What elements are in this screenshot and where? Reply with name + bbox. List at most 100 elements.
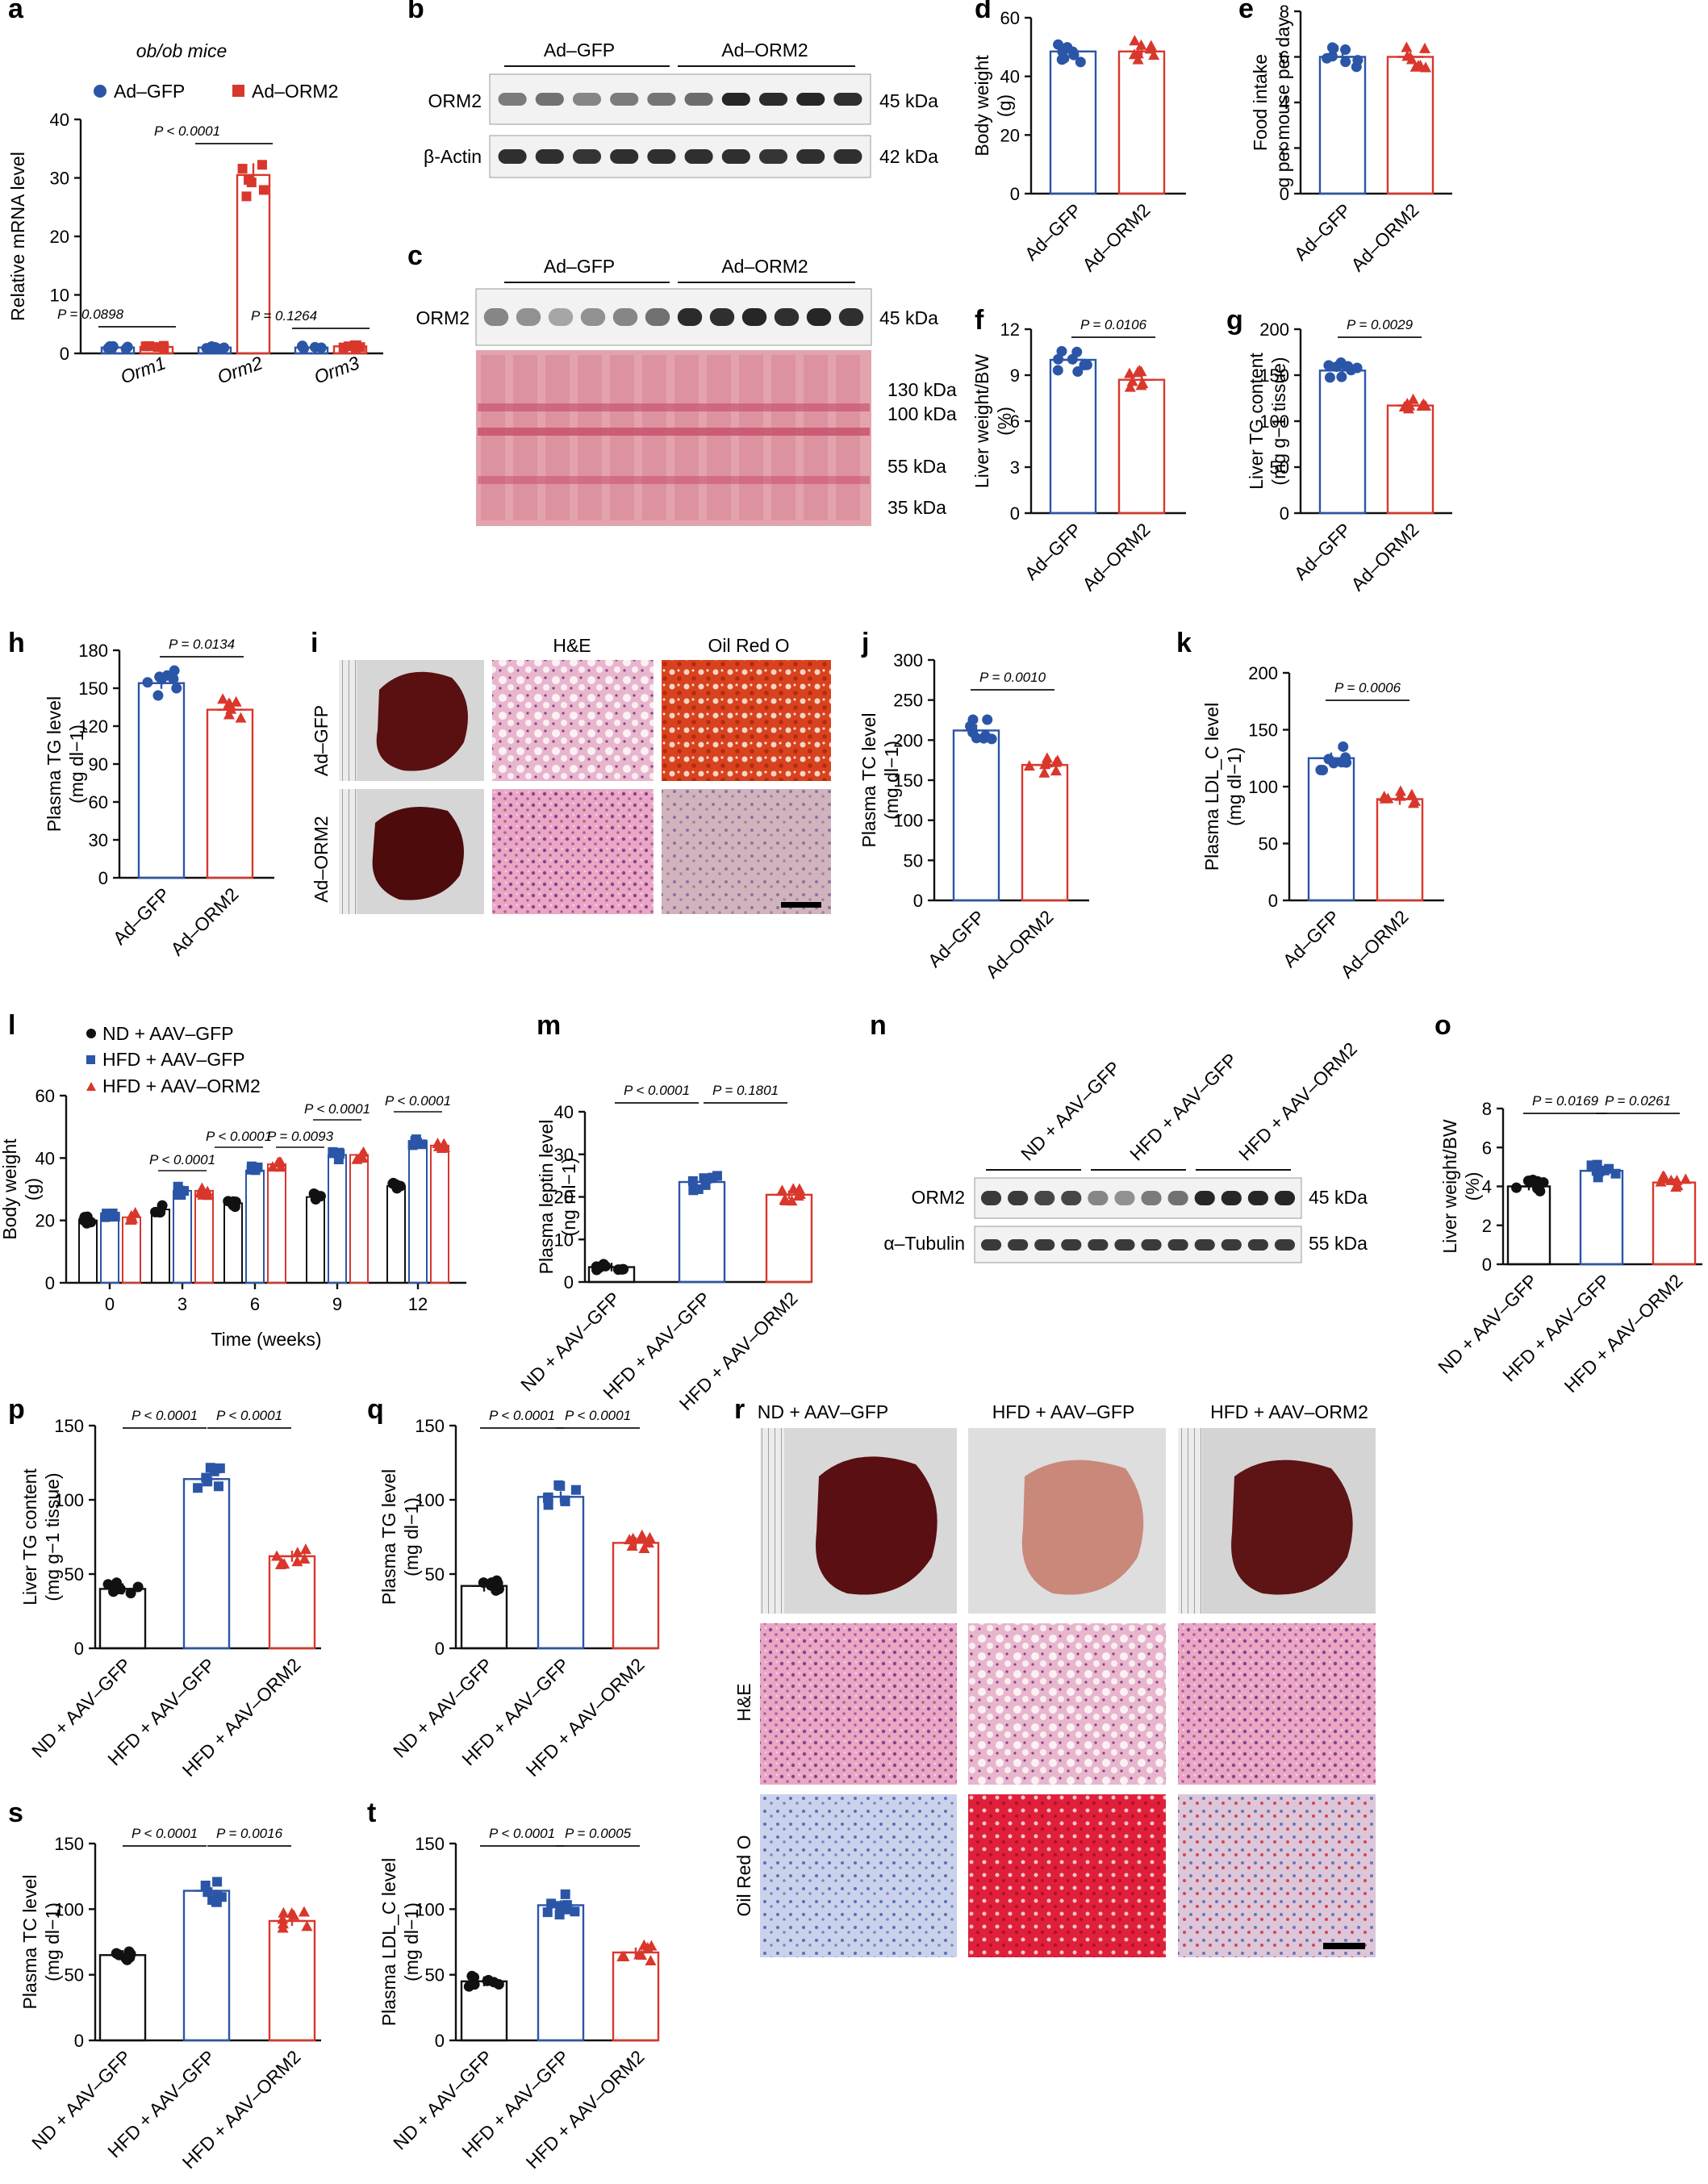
panel-m-pvalue: P = 0.1801	[712, 1083, 779, 1098]
panel-k-point	[1338, 741, 1349, 752]
panel-r-liver-nd-gfp	[816, 1456, 938, 1595]
panel-letter-r: r	[734, 1394, 745, 1425]
panel-l-xtick-label: 12	[408, 1294, 428, 1314]
panel-t-point	[618, 1950, 630, 1961]
panel-a-xtick-label: Orm2	[215, 352, 265, 387]
panel-t-ylabel: Plasma LDL_C level	[378, 1858, 399, 2026]
panel-n-blot-orm2	[974, 1177, 1302, 1219]
panel-d-point	[1132, 53, 1144, 65]
panel-r-scale-bar	[1323, 1943, 1365, 1949]
panel-n-row-label-tubulin: α–Tubulin	[883, 1233, 965, 1254]
panel-j-chart: 0 50 100 150 200 250 300 Plasma TC level (mg dl−…	[858, 650, 1089, 982]
panel-i-liver-gfp	[376, 671, 468, 771]
panel-a-chart: 0 10 20 30 40 Relative mRNA level Orm1 Orm2 Orm3…	[7, 110, 383, 388]
panel-s-pvalue: P = 0.0016	[216, 1826, 283, 1841]
panel-j-ylabel: (mg dl−1)	[881, 741, 902, 820]
panel-g-ylabel: (mg g−1 tissue)	[1268, 357, 1289, 485]
western-band	[796, 93, 825, 106]
western-band	[1034, 1191, 1055, 1205]
panel-letter-e: e	[1238, 0, 1254, 24]
panel-q-ylabel: (mg dl−1)	[401, 1497, 422, 1576]
panel-h-point	[142, 677, 153, 688]
panel-h-ytick-label: 180	[78, 641, 108, 661]
panel-l-bar	[78, 1219, 98, 1284]
panel-k-ytick-label: 200	[1248, 663, 1278, 683]
western-band	[610, 149, 639, 164]
panel-g-ytick-label: 50	[1270, 457, 1289, 478]
panel-p-ylabel: Liver TG content	[19, 1468, 40, 1606]
panel-a-point	[257, 160, 267, 170]
panel-r-liver-hfd-gfp	[1021, 1459, 1144, 1595]
panel-o-point	[1593, 1172, 1603, 1183]
western-band	[483, 308, 509, 326]
panel-m-ytick-label: 20	[554, 1188, 574, 1208]
panel-l-bar	[386, 1185, 406, 1284]
panel-r-col-hfd-orm2: HFD + AAV–ORM2	[1210, 1401, 1368, 1422]
panel-r-col-hfd-gfp: HFD + AAV–GFP	[992, 1401, 1135, 1422]
panel-l-bar	[100, 1216, 119, 1284]
ponceau-band	[478, 428, 870, 436]
panel-j-point	[979, 730, 991, 741]
panel-k-point	[1318, 764, 1329, 775]
panel-l-point	[155, 1207, 166, 1218]
panel-t-point	[546, 1898, 557, 1909]
panel-l-point	[202, 1189, 214, 1201]
panel-l-pvalue: P < 0.0001	[385, 1093, 451, 1109]
panel-s-bar	[268, 1919, 316, 2042]
panel-p-point	[102, 1579, 114, 1590]
panel-e-ylabel: Food intake	[1250, 54, 1271, 151]
ponceau-lane	[836, 355, 860, 520]
panel-t-point	[562, 1904, 572, 1915]
panel-letter-d: d	[975, 0, 992, 24]
panel-d-point	[1145, 40, 1157, 51]
panel-d-bar	[1049, 50, 1097, 195]
panel-t-point	[638, 1939, 650, 1950]
panel-m-point	[794, 1188, 806, 1200]
panel-o-point	[1658, 1171, 1670, 1182]
panel-letter-c: c	[407, 240, 423, 271]
panel-b-row-label-orm2: ORM2	[428, 90, 482, 111]
panel-o-point	[1680, 1173, 1692, 1184]
panel-e-xtick-label: Ad–GFP	[1290, 199, 1355, 265]
panel-d-point	[1056, 54, 1067, 65]
panel-letter-j: j	[861, 628, 869, 658]
panel-s-point	[125, 1948, 136, 1960]
western-band	[1141, 1191, 1162, 1205]
panel-l-point	[100, 1212, 111, 1222]
panel-l-bar	[223, 1202, 243, 1284]
western-band	[535, 93, 564, 106]
western-band	[838, 308, 864, 326]
panel-l-bar	[173, 1189, 192, 1284]
ponceau-lane	[771, 355, 796, 520]
panel-q-point	[560, 1495, 570, 1505]
panel-k-ytick-label: 50	[1259, 834, 1278, 854]
western-band	[1221, 1239, 1242, 1251]
panel-g-ytick-label: 100	[1259, 411, 1289, 432]
panel-q-bar	[460, 1585, 508, 1650]
ponceau-lane	[739, 355, 763, 520]
panel-k-ytick-label: 0	[1268, 891, 1278, 911]
panel-f-pvalue: P = 0.0106	[1080, 317, 1147, 332]
panel-t-pvalue: P < 0.0001	[489, 1826, 555, 1841]
panel-t-bar	[612, 1951, 660, 2042]
panel-letter-s: s	[8, 1798, 23, 1828]
panel-c-row-label-orm2: ORM2	[416, 307, 470, 328]
panel-g-ylabel: Liver TG content	[1246, 353, 1267, 490]
panel-j-ytick-label: 250	[893, 691, 923, 711]
panel-t-point	[645, 1940, 658, 1951]
western-band	[1008, 1239, 1029, 1251]
panel-o-point	[1511, 1182, 1522, 1193]
panel-l-ylabel: (g)	[22, 1178, 43, 1201]
panel-r-liver-hfd-orm2	[1231, 1459, 1353, 1595]
panel-q-point	[491, 1585, 502, 1596]
western-band	[806, 308, 832, 326]
panel-i-scale-bar	[781, 902, 821, 908]
western-band	[1194, 1191, 1215, 1205]
panel-l-point	[410, 1136, 420, 1146]
panel-k-point	[1394, 785, 1406, 796]
panel-o-ytick-label: 2	[1482, 1216, 1492, 1236]
panel-s-ytick-label: 0	[74, 2031, 84, 2051]
panel-g-xtick-label: Ad–GFP	[1290, 519, 1355, 584]
